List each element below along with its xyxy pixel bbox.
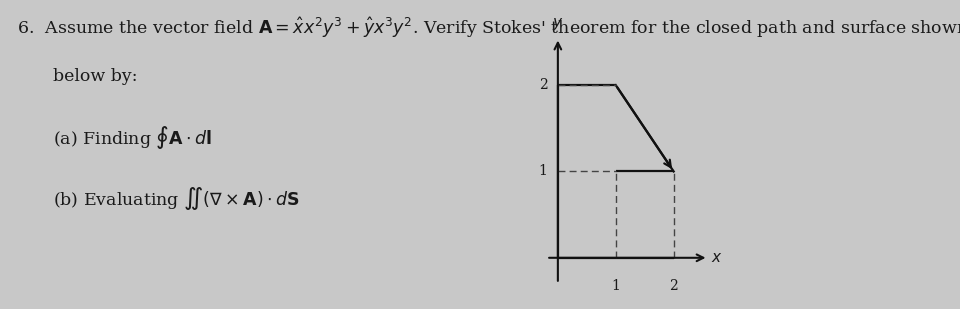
Text: 2: 2 [669,279,678,293]
Text: 1: 1 [539,164,547,179]
Text: 6.  Assume the vector field $\mathbf{A} = \hat{x}x^2y^3 + \hat{y}x^3y^2$. Verify: 6. Assume the vector field $\mathbf{A} =… [17,15,960,40]
Text: $x$: $x$ [711,251,723,265]
Text: 2: 2 [539,78,547,92]
Text: (b) Evaluating $\iint (\nabla \times \mathbf{A}) \cdot d\mathbf{S}$: (b) Evaluating $\iint (\nabla \times \ma… [53,185,300,212]
Text: 1: 1 [612,279,620,293]
Text: (a) Finding $\oint \mathbf{A} \cdot d\mathbf{l}$: (a) Finding $\oint \mathbf{A} \cdot d\ma… [53,124,211,150]
Text: $y$: $y$ [552,16,564,32]
Text: below by:: below by: [53,68,137,85]
